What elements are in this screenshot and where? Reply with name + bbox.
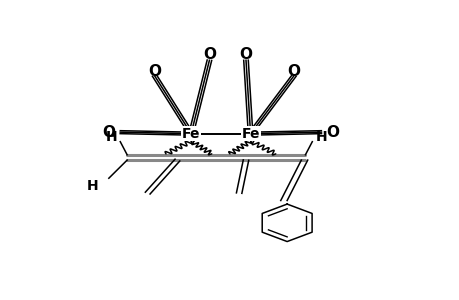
- Text: H: H: [315, 130, 326, 144]
- Text: O: O: [202, 47, 215, 62]
- Text: O: O: [239, 47, 252, 62]
- Text: O: O: [102, 125, 115, 140]
- Text: H: H: [105, 130, 117, 144]
- Text: Fe: Fe: [241, 127, 259, 141]
- Text: O: O: [287, 64, 300, 79]
- Text: O: O: [326, 125, 339, 140]
- Text: H: H: [87, 179, 98, 193]
- Text: O: O: [148, 64, 161, 79]
- Text: Fe: Fe: [181, 127, 200, 141]
